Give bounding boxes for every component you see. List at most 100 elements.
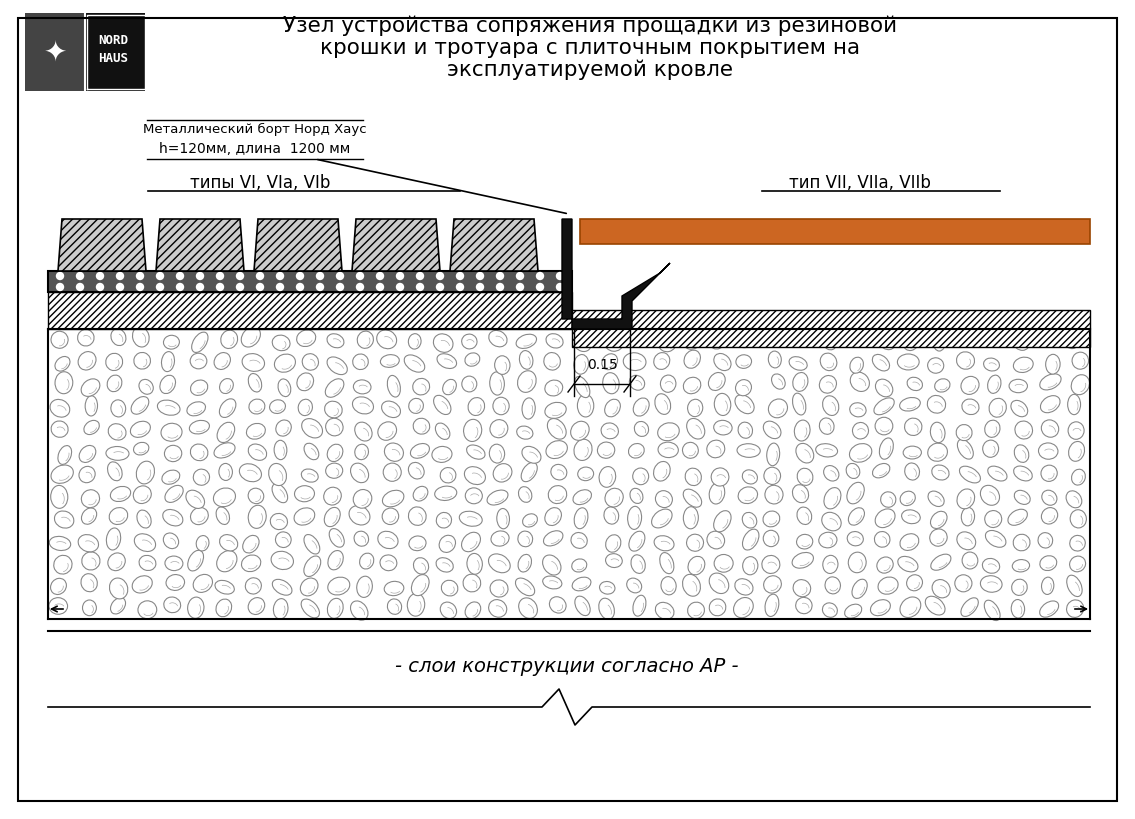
Ellipse shape bbox=[605, 488, 623, 507]
Ellipse shape bbox=[605, 399, 621, 417]
Circle shape bbox=[117, 283, 124, 291]
Circle shape bbox=[157, 273, 163, 279]
Circle shape bbox=[57, 273, 64, 279]
Ellipse shape bbox=[683, 489, 701, 507]
Text: 0.15: 0.15 bbox=[587, 358, 617, 372]
Circle shape bbox=[236, 283, 244, 291]
Ellipse shape bbox=[796, 597, 812, 613]
Ellipse shape bbox=[987, 466, 1007, 481]
Ellipse shape bbox=[79, 466, 95, 482]
Ellipse shape bbox=[107, 375, 121, 391]
Ellipse shape bbox=[439, 536, 455, 553]
Circle shape bbox=[516, 283, 523, 291]
Ellipse shape bbox=[51, 331, 68, 348]
Ellipse shape bbox=[413, 486, 428, 501]
Ellipse shape bbox=[249, 373, 262, 392]
Ellipse shape bbox=[898, 354, 919, 370]
Ellipse shape bbox=[792, 485, 808, 503]
Ellipse shape bbox=[707, 440, 725, 458]
Ellipse shape bbox=[659, 553, 674, 573]
Ellipse shape bbox=[82, 508, 96, 524]
Circle shape bbox=[356, 273, 363, 279]
Ellipse shape bbox=[960, 328, 975, 347]
Circle shape bbox=[556, 283, 563, 291]
Circle shape bbox=[277, 283, 284, 291]
Ellipse shape bbox=[764, 421, 781, 439]
Circle shape bbox=[296, 273, 303, 279]
Ellipse shape bbox=[735, 380, 751, 396]
Ellipse shape bbox=[1071, 469, 1085, 485]
Ellipse shape bbox=[684, 351, 700, 369]
Ellipse shape bbox=[378, 422, 396, 441]
Ellipse shape bbox=[462, 532, 480, 552]
Ellipse shape bbox=[272, 335, 291, 351]
Ellipse shape bbox=[875, 509, 896, 527]
Ellipse shape bbox=[742, 513, 757, 528]
Text: тип VII, VIIa, VIIb: тип VII, VIIa, VIIb bbox=[789, 174, 931, 192]
Circle shape bbox=[336, 283, 344, 291]
Ellipse shape bbox=[661, 577, 676, 595]
Ellipse shape bbox=[217, 423, 235, 442]
Ellipse shape bbox=[989, 398, 1007, 417]
Ellipse shape bbox=[792, 373, 808, 391]
Ellipse shape bbox=[465, 488, 482, 504]
Ellipse shape bbox=[378, 532, 398, 549]
Ellipse shape bbox=[133, 486, 151, 504]
Ellipse shape bbox=[1042, 491, 1057, 505]
Ellipse shape bbox=[413, 419, 430, 434]
Ellipse shape bbox=[881, 492, 896, 507]
Ellipse shape bbox=[1042, 508, 1058, 524]
Ellipse shape bbox=[187, 402, 205, 416]
Ellipse shape bbox=[134, 534, 155, 551]
Ellipse shape bbox=[49, 536, 70, 550]
Ellipse shape bbox=[219, 464, 233, 481]
Bar bbox=[580, 219, 1090, 244]
Ellipse shape bbox=[714, 354, 731, 370]
Ellipse shape bbox=[1012, 559, 1029, 572]
Ellipse shape bbox=[221, 330, 237, 349]
Ellipse shape bbox=[109, 508, 128, 524]
Ellipse shape bbox=[932, 580, 950, 598]
Circle shape bbox=[76, 283, 84, 291]
Ellipse shape bbox=[1041, 420, 1059, 437]
Ellipse shape bbox=[432, 446, 452, 463]
Ellipse shape bbox=[463, 574, 481, 592]
Ellipse shape bbox=[573, 490, 591, 505]
Ellipse shape bbox=[440, 602, 456, 618]
Ellipse shape bbox=[270, 400, 286, 414]
Ellipse shape bbox=[1011, 400, 1027, 417]
Ellipse shape bbox=[465, 602, 481, 618]
Ellipse shape bbox=[518, 531, 532, 547]
Ellipse shape bbox=[377, 330, 396, 349]
Ellipse shape bbox=[985, 531, 1006, 547]
Ellipse shape bbox=[844, 604, 861, 618]
Ellipse shape bbox=[709, 482, 725, 504]
Ellipse shape bbox=[436, 513, 452, 528]
Ellipse shape bbox=[1042, 577, 1054, 595]
Ellipse shape bbox=[327, 444, 343, 462]
Ellipse shape bbox=[961, 508, 975, 526]
Ellipse shape bbox=[871, 600, 890, 616]
Ellipse shape bbox=[51, 421, 68, 437]
Ellipse shape bbox=[1012, 335, 1029, 351]
Ellipse shape bbox=[134, 352, 151, 369]
Ellipse shape bbox=[464, 467, 486, 485]
Ellipse shape bbox=[629, 375, 645, 390]
Ellipse shape bbox=[623, 353, 646, 370]
Ellipse shape bbox=[900, 491, 915, 505]
Polygon shape bbox=[58, 219, 146, 271]
Ellipse shape bbox=[903, 334, 918, 351]
Circle shape bbox=[437, 273, 444, 279]
Circle shape bbox=[196, 283, 203, 291]
Ellipse shape bbox=[688, 400, 703, 417]
Ellipse shape bbox=[629, 532, 645, 551]
Ellipse shape bbox=[187, 597, 204, 618]
Ellipse shape bbox=[789, 356, 807, 370]
Ellipse shape bbox=[629, 444, 645, 458]
Ellipse shape bbox=[928, 491, 944, 506]
Ellipse shape bbox=[413, 558, 429, 574]
Ellipse shape bbox=[463, 419, 481, 441]
Ellipse shape bbox=[326, 419, 343, 436]
Ellipse shape bbox=[302, 354, 319, 370]
Circle shape bbox=[257, 283, 263, 291]
